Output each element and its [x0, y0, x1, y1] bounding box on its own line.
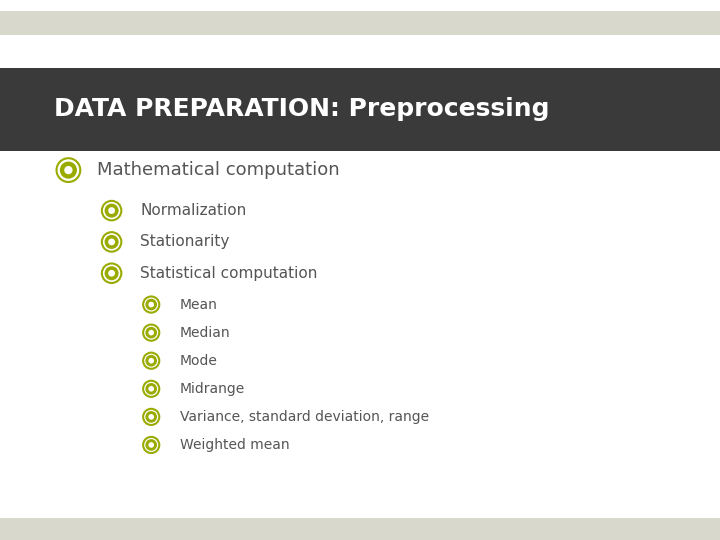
Text: Statistical computation: Statistical computation: [140, 266, 318, 281]
Text: Weighted mean: Weighted mean: [180, 438, 289, 452]
Text: Variance, standard deviation, range: Variance, standard deviation, range: [180, 410, 429, 424]
Ellipse shape: [148, 358, 154, 363]
Ellipse shape: [145, 327, 157, 339]
Text: Stationarity: Stationarity: [140, 234, 230, 249]
Text: Mean: Mean: [180, 298, 218, 312]
Text: DATA PREPARATION: Preprocessing: DATA PREPARATION: Preprocessing: [54, 97, 549, 122]
Text: Normalization: Normalization: [140, 203, 247, 218]
FancyBboxPatch shape: [0, 68, 720, 151]
Ellipse shape: [60, 161, 77, 179]
Text: Median: Median: [180, 326, 230, 340]
Ellipse shape: [108, 239, 115, 245]
Ellipse shape: [148, 330, 154, 335]
Text: Midrange: Midrange: [180, 382, 246, 396]
Ellipse shape: [104, 266, 119, 280]
Ellipse shape: [64, 166, 73, 174]
Ellipse shape: [108, 270, 115, 276]
Ellipse shape: [104, 204, 119, 218]
Ellipse shape: [145, 383, 157, 395]
FancyBboxPatch shape: [0, 11, 720, 35]
Ellipse shape: [148, 386, 154, 391]
Ellipse shape: [148, 442, 154, 448]
Ellipse shape: [104, 235, 119, 249]
Ellipse shape: [148, 302, 154, 307]
Text: Mathematical computation: Mathematical computation: [97, 161, 340, 179]
Ellipse shape: [145, 411, 157, 423]
Text: Mode: Mode: [180, 354, 218, 368]
Ellipse shape: [145, 439, 157, 451]
FancyBboxPatch shape: [0, 518, 720, 540]
Ellipse shape: [108, 207, 115, 214]
Ellipse shape: [145, 355, 157, 367]
Ellipse shape: [145, 299, 157, 310]
Ellipse shape: [148, 414, 154, 420]
